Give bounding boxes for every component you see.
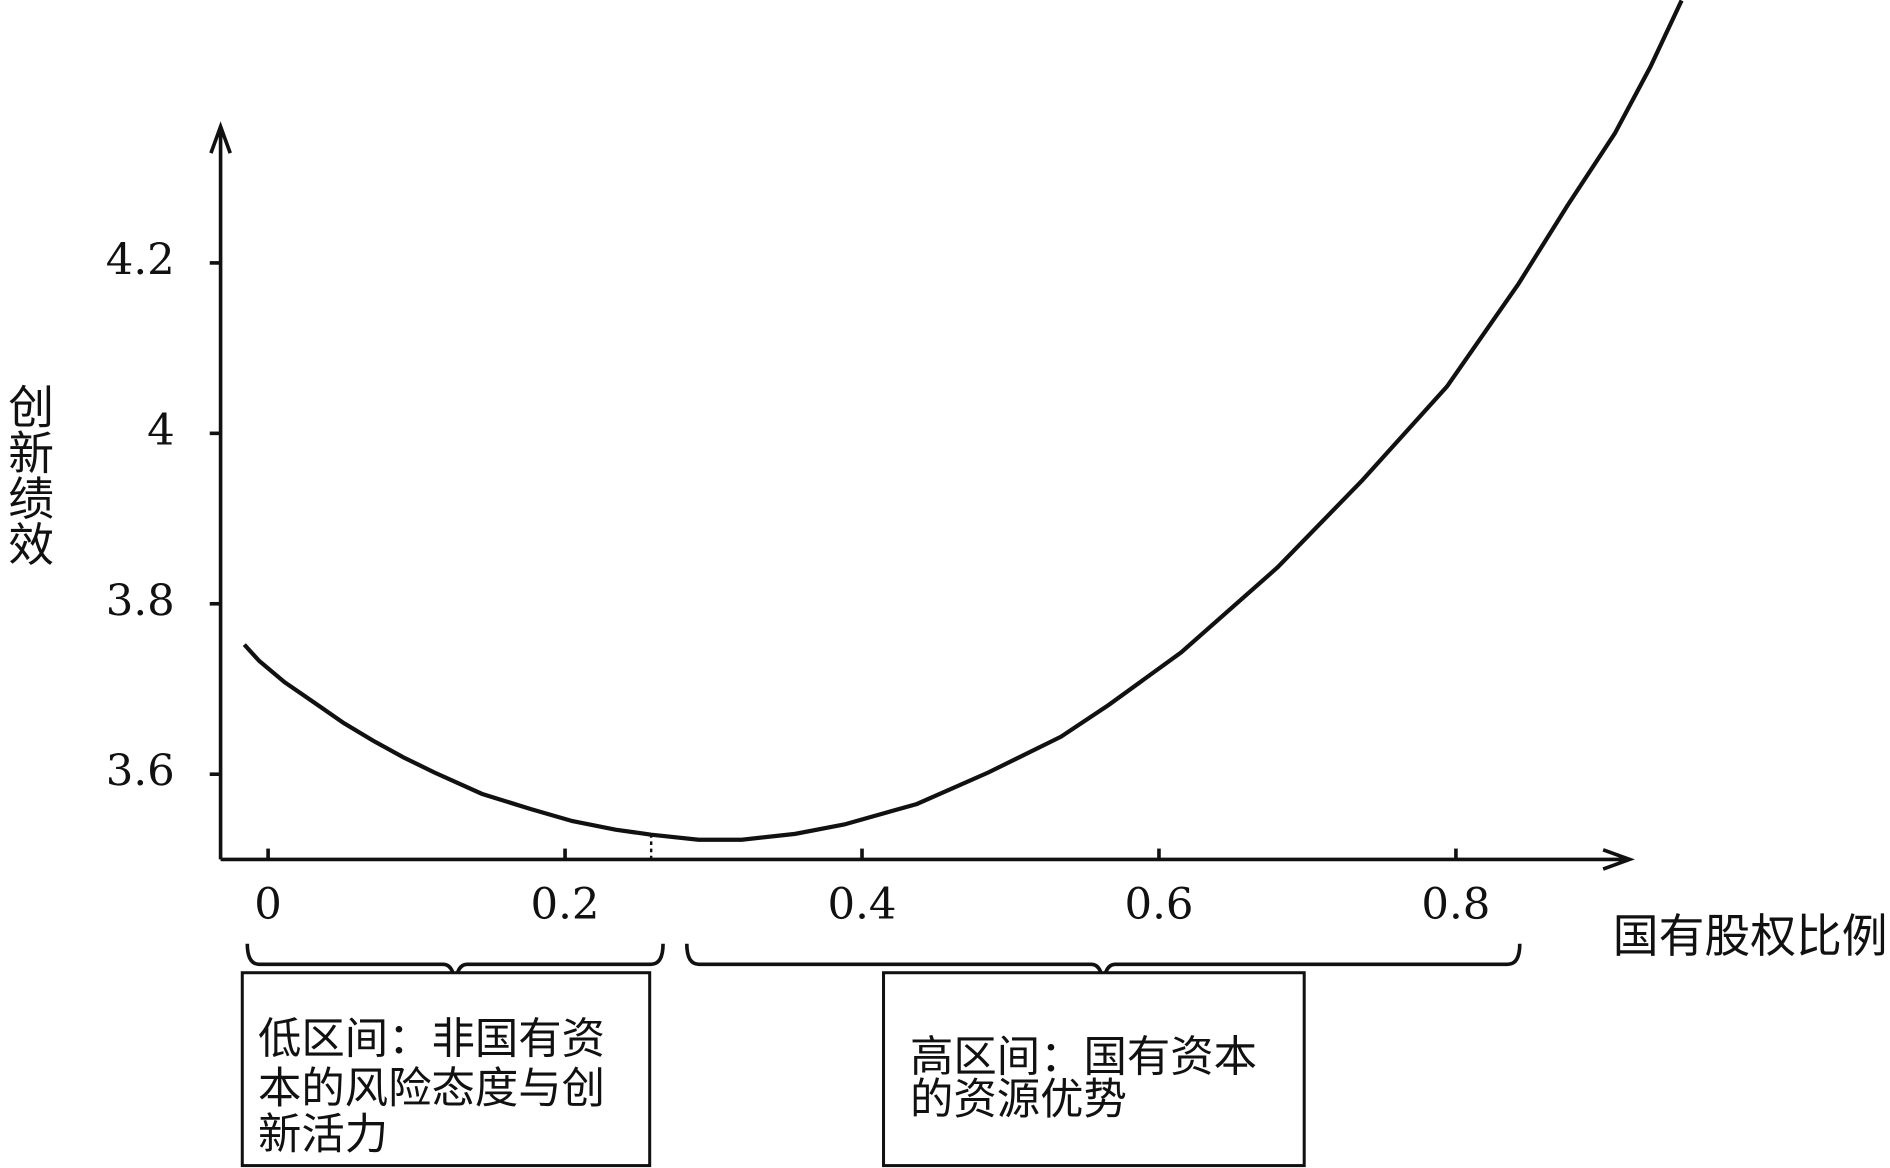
annotation-text: 新活力 — [258, 1110, 388, 1160]
line — [242, 0, 1684, 842]
annotation-text: 高区间：国有资本 — [910, 1033, 1257, 1083]
y-axis — [209, 121, 232, 860]
x-axis — [220, 848, 1635, 871]
annotation-text: 本的风险态度与创 — [258, 1064, 605, 1114]
x-tick-label: 0.8 — [1421, 880, 1490, 930]
annotation-text: 的资源优势 — [910, 1075, 1127, 1125]
annotation-box — [882, 971, 1306, 1168]
x-tick-label: 0.4 — [828, 880, 897, 930]
y-tick-label: 3.8 — [106, 576, 175, 626]
annotation-box — [240, 971, 652, 1168]
y-axis-label: 创新绩效 — [1, 383, 55, 566]
x-tick-label: 0 — [254, 880, 282, 930]
x-tick-label: 0.6 — [1124, 880, 1193, 930]
y-tick-label: 3.6 — [106, 746, 175, 796]
x-axis-label: 国有股权比例 — [1613, 909, 1888, 963]
y-tick-label: 4 — [147, 405, 175, 455]
y-tick-label: 4.2 — [106, 235, 175, 285]
x-tick-label: 0.2 — [531, 880, 600, 930]
annotation-text: 低区间：非国有资 — [258, 1015, 605, 1065]
